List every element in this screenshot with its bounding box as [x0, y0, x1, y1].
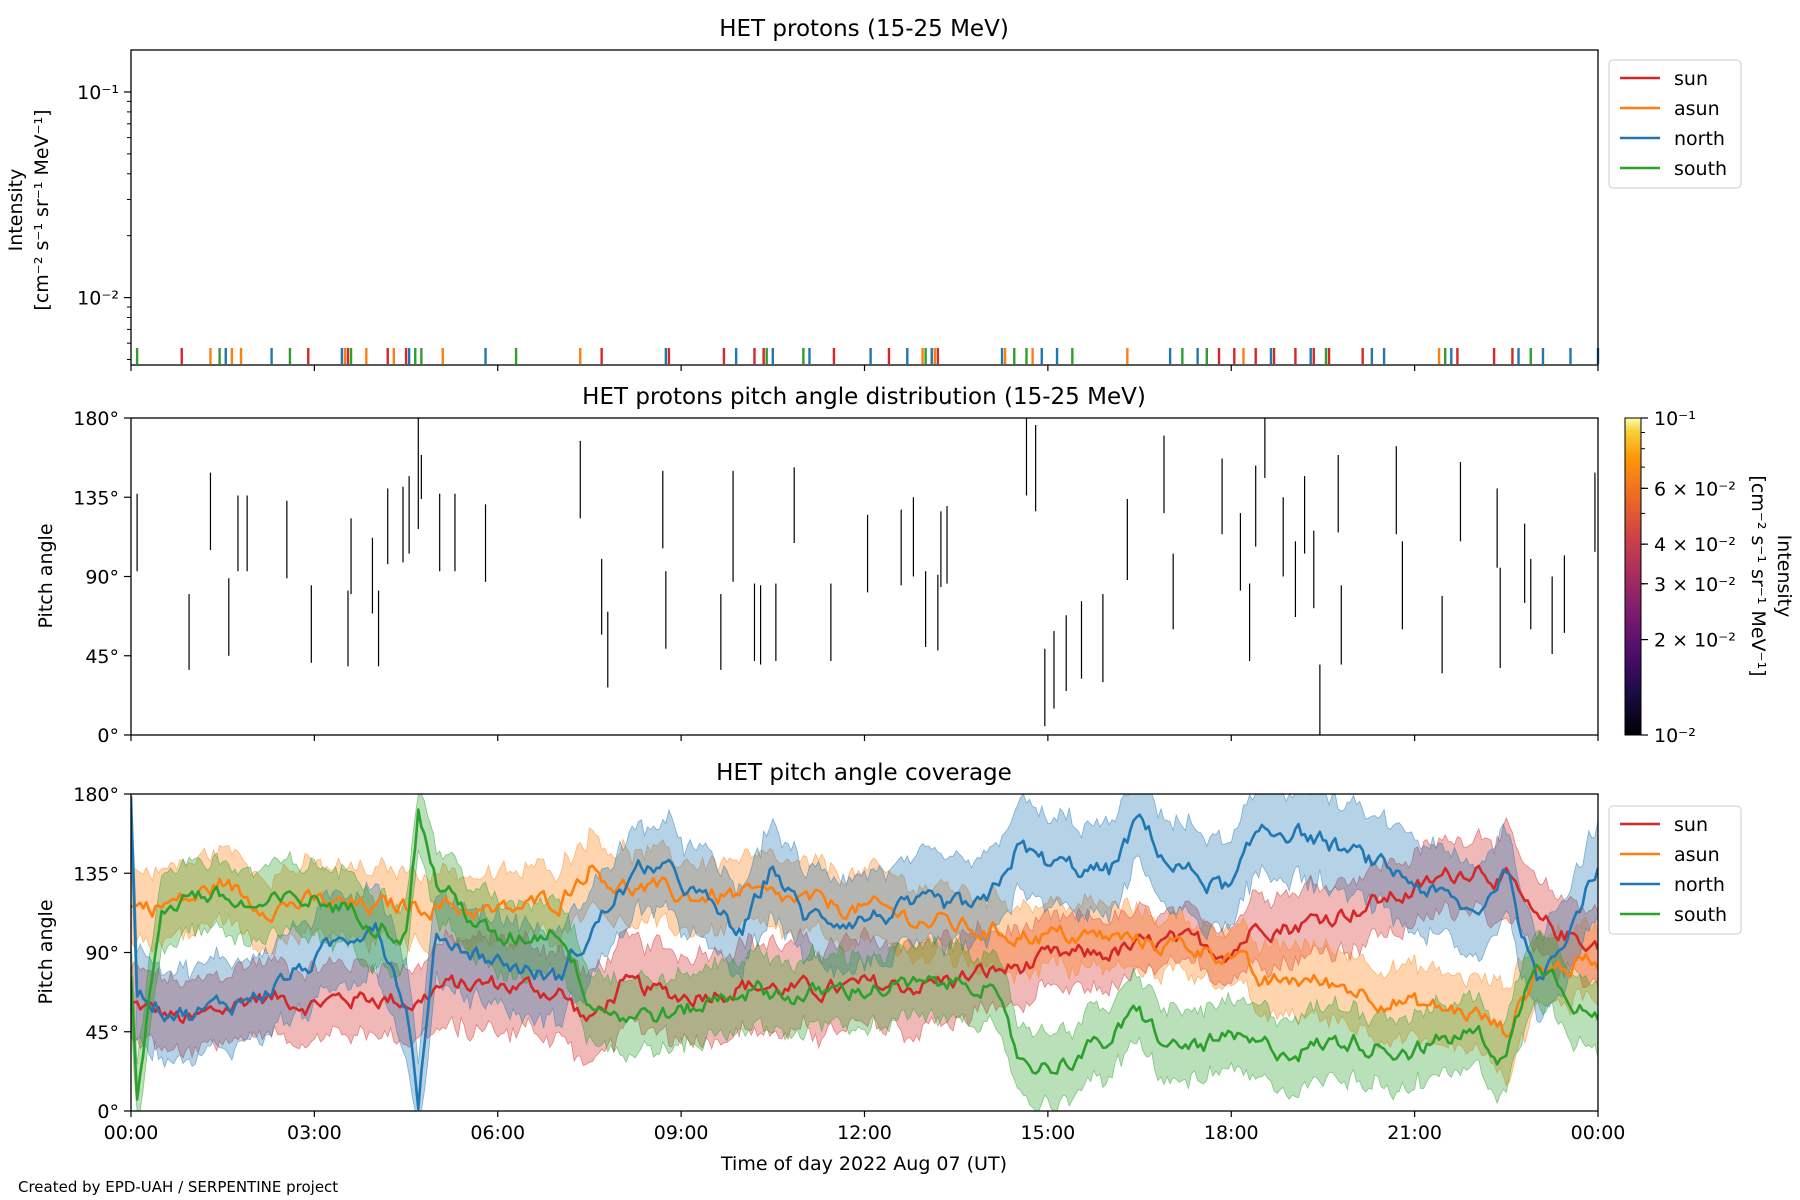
- x-tick-label: 15:00: [1020, 1122, 1075, 1144]
- panel-coverage-y-label: Pitch angle: [35, 899, 57, 1004]
- legend-box: [1608, 59, 1742, 189]
- panel-pad: HET protons pitch angle distribution (15…: [35, 384, 1795, 747]
- panel-coverage-y-ticks: 0° 45° 90° 135° 180°: [73, 784, 131, 1123]
- x-tick-label: 09:00: [654, 1122, 709, 1144]
- y-tick-label: 45°: [85, 1022, 119, 1044]
- panel-intensity-plot-area: [135, 348, 1600, 364]
- coverage-line-north: [131, 796, 1598, 1111]
- coverage-line-south: [131, 808, 1598, 1101]
- x-tick-label: 03:00: [287, 1122, 342, 1144]
- y-tick-label: 90°: [85, 943, 119, 965]
- lines: [131, 796, 1598, 1111]
- colorbar-tick-label: 10⁻²: [1654, 725, 1696, 747]
- panel-pad-x-ticks: [130, 735, 1599, 741]
- x-tick-label: 21:00: [1387, 1122, 1442, 1144]
- bands: [131, 794, 1598, 1111]
- x-tick-label: 12:00: [837, 1122, 892, 1144]
- panel-coverage-plot-area: [131, 794, 1598, 1111]
- x-axis-label: Time of day 2022 Aug 07 (UT): [720, 1153, 1007, 1175]
- colorbar-tick-label: 4 × 10⁻²: [1654, 534, 1736, 556]
- panel-intensity-legend: sun asun north south: [1608, 59, 1742, 189]
- legend-label-north: north: [1674, 874, 1725, 896]
- y-tick-label: 135°: [73, 487, 119, 509]
- panel-pad-frame: [130, 417, 1599, 736]
- y-tick-label: 0°: [97, 725, 119, 747]
- y-tick-label: 180°: [73, 784, 119, 806]
- coverage-line-sun: [131, 864, 1598, 1025]
- legend-label-sun: sun: [1674, 68, 1708, 90]
- panel-pad-y-ticks: 0° 45° 90° 135° 180°: [73, 408, 131, 747]
- panel-intensity-x-ticks: [130, 365, 1599, 371]
- legend-label-south: south: [1674, 158, 1727, 180]
- y-tick-label: 45°: [85, 646, 119, 668]
- colorbar-label: Intensity: [1773, 535, 1795, 618]
- panel-pad-title: HET protons pitch angle distribution (15…: [582, 384, 1146, 410]
- colorbar-tick-label: 6 × 10⁻²: [1654, 478, 1736, 500]
- coverage-band-north: [131, 794, 1598, 1111]
- x-tick-label: 00:00: [1571, 1122, 1626, 1144]
- y-tick-label: 0°: [97, 1101, 119, 1123]
- colorbar-tick-label: 10⁻¹: [1654, 408, 1696, 430]
- colorbar-ticks: 10⁻² 2 × 10⁻² 3 × 10⁻² 4 × 10⁻² 6 × 10⁻² 10⁻¹: [1641, 408, 1736, 747]
- colorbar-unit: [cm⁻² s⁻¹ sr⁻¹ MeV⁻¹]: [1747, 475, 1769, 676]
- legend-label-sun: sun: [1674, 814, 1708, 836]
- panel-pad-plot-area: [136, 418, 1596, 735]
- panel-pad-y-label: Pitch angle: [35, 523, 57, 628]
- legend-label-asun: asun: [1674, 98, 1720, 120]
- colorbar-tick-label: 3 × 10⁻²: [1654, 574, 1736, 596]
- legend-box: [1608, 805, 1742, 935]
- panel-intensity-y-unit: [cm⁻² s⁻¹ sr⁻¹ MeV⁻¹]: [31, 109, 53, 310]
- legend-label-asun: asun: [1674, 844, 1720, 866]
- y-tick-label: 90°: [85, 567, 119, 589]
- y-tick-label: 135°: [73, 863, 119, 885]
- panel-coverage-legend: sun asun north south: [1608, 805, 1742, 935]
- colorbar: 10⁻² 2 × 10⁻² 3 × 10⁻² 4 × 10⁻² 6 × 10⁻² 10⁻¹…: [1624, 408, 1795, 747]
- panel-coverage-x-ticks: 00:00 03:00 06:00 09:00 12:00 15:00 18:00 21:00…: [104, 1111, 1626, 1144]
- panel-intensity-y-ticks: 10⁻¹ 10⁻²: [77, 82, 131, 360]
- coverage-band-asun: [131, 827, 1598, 1087]
- panel-coverage-title: HET pitch angle coverage: [716, 760, 1012, 786]
- x-tick-label: 06:00: [470, 1122, 525, 1144]
- panel-intensity-frame: [130, 49, 1599, 366]
- y-tick-label: 180°: [73, 408, 119, 430]
- legend-label-south: south: [1674, 904, 1727, 926]
- panel-intensity: HET protons (15-25 MeV) 10⁻¹ 10⁻² Intensi…: [5, 16, 1742, 371]
- panel-intensity-title: HET protons (15-25 MeV): [719, 16, 1009, 42]
- colorbar-gradient: [1624, 417, 1642, 736]
- legend-label-north: north: [1674, 128, 1725, 150]
- x-tick-label: 00:00: [104, 1122, 159, 1144]
- credit-text: Created by EPD-UAH / SERPENTINE project: [18, 1178, 338, 1196]
- panel-coverage: HET pitch angle coverage 0° 45° 90° 135° 180…: [35, 760, 1742, 1175]
- y-tick-label: 10⁻²: [77, 288, 119, 310]
- panel-intensity-y-label: Intensity: [5, 169, 27, 252]
- colorbar-tick-label: 2 × 10⁻²: [1654, 630, 1736, 652]
- coverage-line-asun: [131, 864, 1598, 1038]
- panel-coverage-frame: [130, 793, 1599, 1112]
- y-tick-label: 10⁻¹: [77, 82, 119, 104]
- x-tick-label: 18:00: [1204, 1122, 1259, 1144]
